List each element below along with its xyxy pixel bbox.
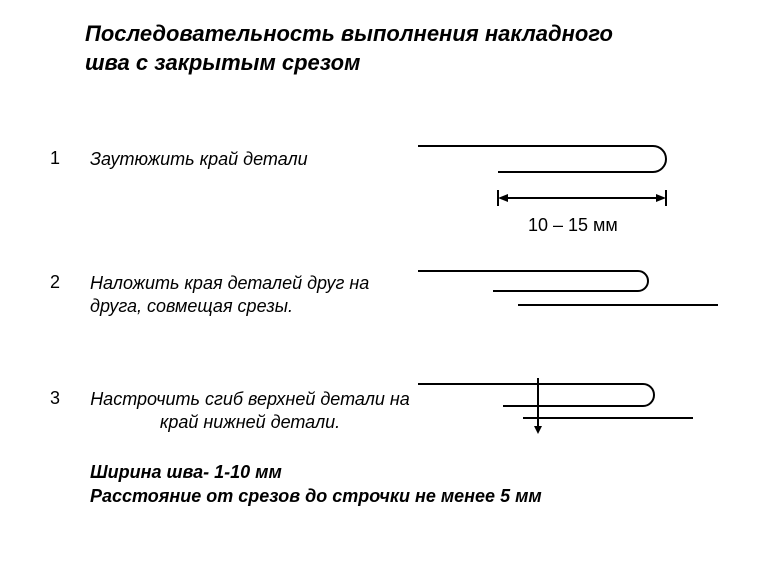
page: Последовательность выполнения накладного… xyxy=(0,0,768,576)
diagram-3 xyxy=(418,378,708,448)
notes-line-1: Ширина шва- 1-10 мм xyxy=(90,460,542,484)
step-2-number: 2 xyxy=(50,272,60,293)
dimension-label: 10 – 15 мм xyxy=(528,215,618,236)
step-3-text: Настрочить сгиб верхней детали на край н… xyxy=(90,388,410,435)
step-2-text: Наложить края деталей друг на друга, сов… xyxy=(90,272,400,319)
notes: Ширина шва- 1-10 мм Расстояние от срезов… xyxy=(90,460,542,509)
step-1-number: 1 xyxy=(50,148,60,169)
notes-line-2: Расстояние от срезов до строчки не менее… xyxy=(90,484,542,508)
step-1-text: Заутюжить край детали xyxy=(90,148,390,171)
diagram-2 xyxy=(418,265,728,325)
page-title: Последовательность выполнения накладного… xyxy=(85,20,625,77)
step-3-number: 3 xyxy=(50,388,60,409)
